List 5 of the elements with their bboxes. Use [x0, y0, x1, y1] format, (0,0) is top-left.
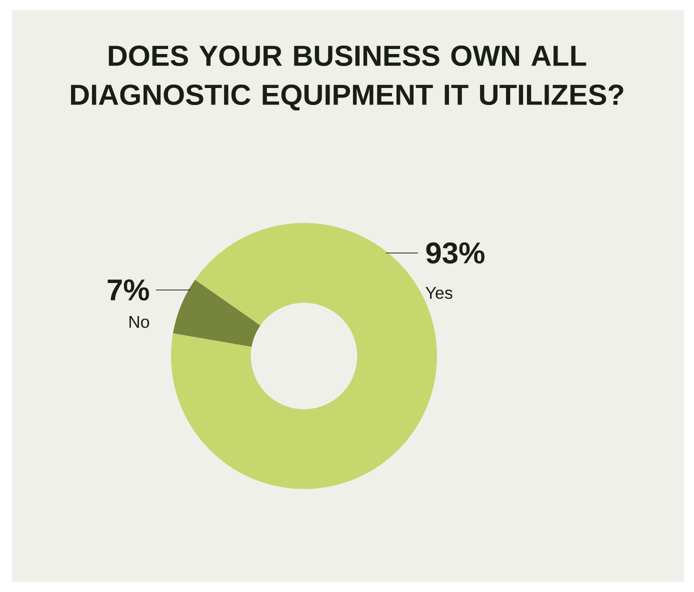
data-label: 7% [108, 279, 150, 301]
slice-label: No [129, 316, 150, 328]
chart-title: DOES YOUR BUSINESS OWN ALL DIAGNOSTIC EQUIPMENT IT UTILIZES? [71, 46, 624, 110]
slice-label: Yes [426, 287, 452, 299]
data-label: 93% [426, 242, 484, 264]
